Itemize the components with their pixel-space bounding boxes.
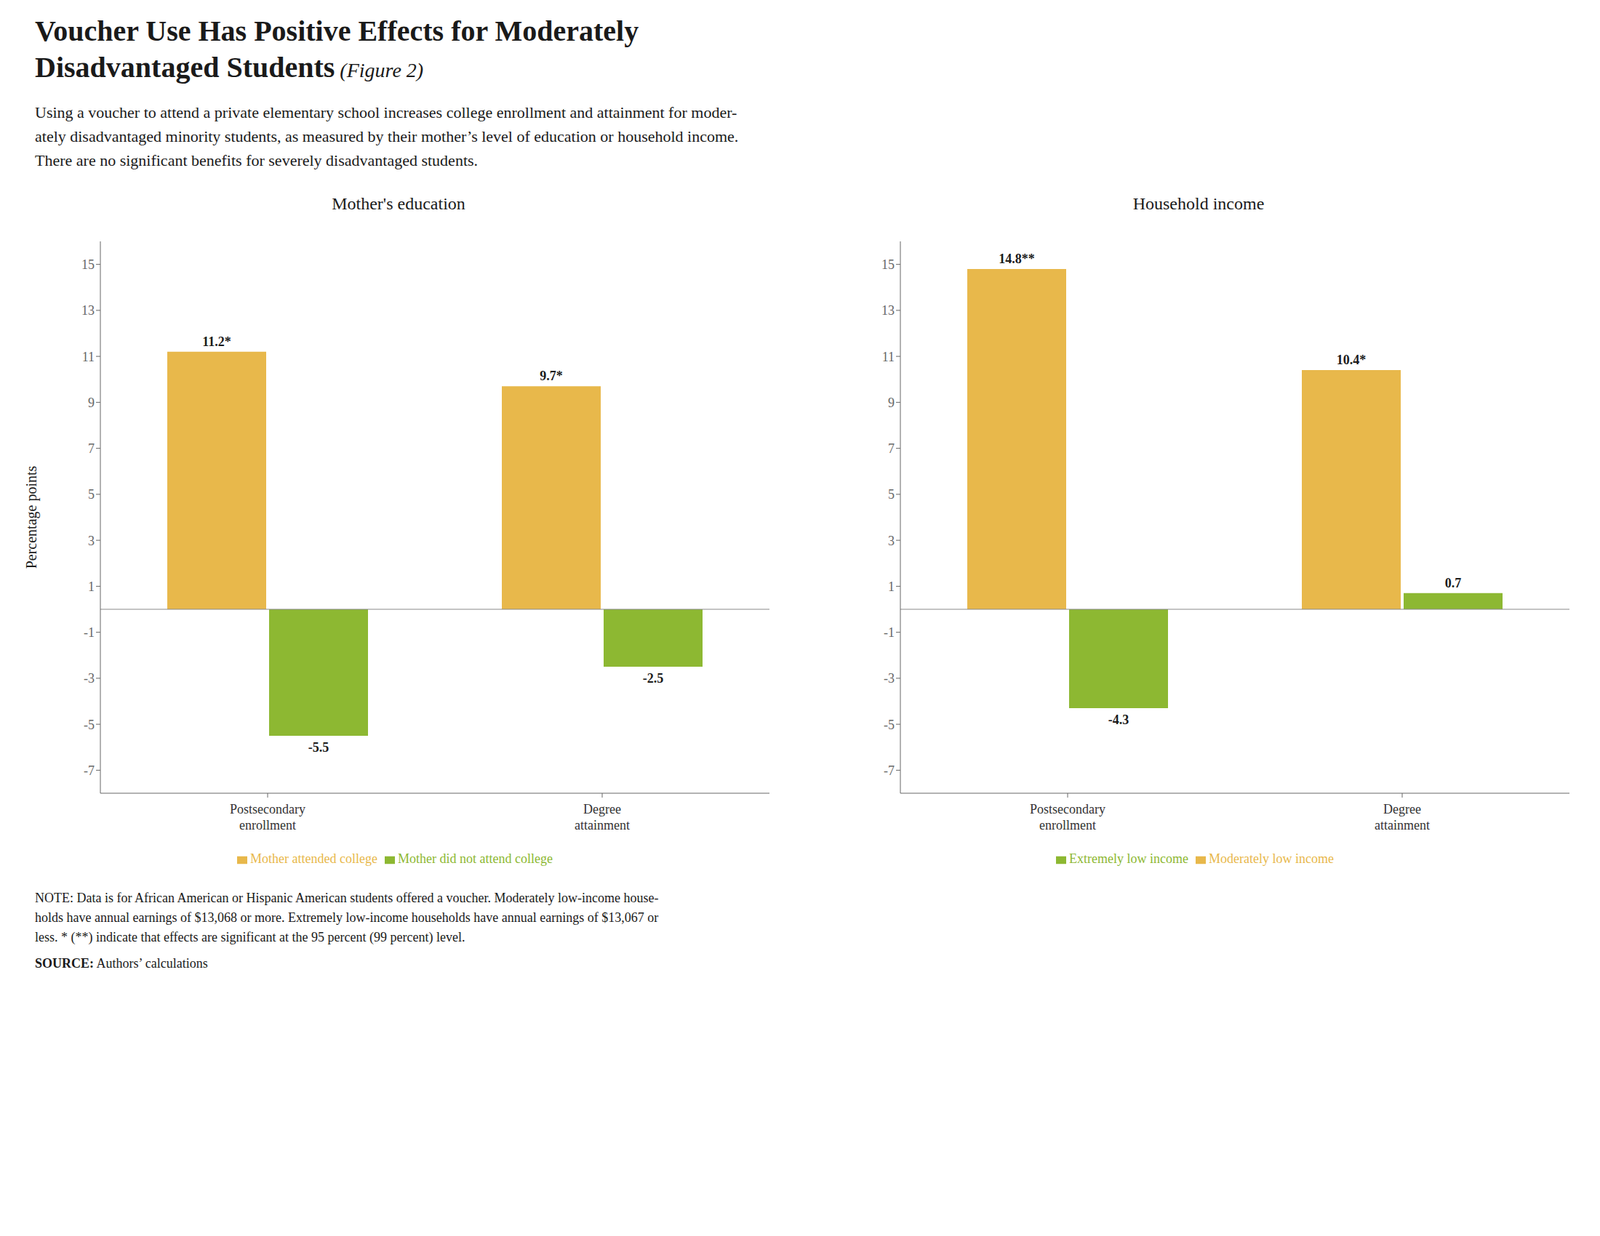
svg-text:10.4*: 10.4* (1336, 352, 1367, 368)
svg-text:11: 11 (82, 349, 95, 365)
svg-text:15: 15 (81, 257, 95, 272)
svg-text:7: 7 (88, 441, 95, 456)
svg-text:Degreeattainment: Degreeattainment (574, 802, 630, 833)
html-text:SOURCE: Authors’ calculations: SOURCE: Authors’ calculations (34, 956, 208, 971)
svg-text:Postsecondaryenrollment: Postsecondaryenrollment (1029, 802, 1106, 833)
svg-text:-4.3: -4.3 (1108, 712, 1130, 728)
svg-text:-3: -3 (83, 671, 95, 686)
svg-text:-2.5: -2.5 (642, 671, 664, 686)
svg-text:15: 15 (881, 257, 895, 272)
svg-text:Postsecondaryenrollment: Postsecondaryenrollment (229, 802, 306, 833)
svg-text:13: 13 (881, 303, 895, 318)
svg-text:-3: -3 (883, 671, 895, 686)
svg-text:9: 9 (88, 395, 95, 411)
svg-text:3: 3 (888, 533, 895, 549)
svg-text:3: 3 (88, 533, 95, 549)
svg-text:-1: -1 (83, 625, 95, 640)
html-text:Voucher Use Has Positive Effec: Voucher Use Has Positive Effects for Mod… (34, 14, 639, 84)
svg-text:Percentage points: Percentage points (23, 465, 40, 569)
html-text:Mother attended college: Mother attended college (250, 851, 378, 867)
html-text:NOTE: Data is for African Amer: NOTE: Data is for African American or Hi… (34, 890, 659, 945)
svg-text:-1: -1 (883, 625, 895, 640)
svg-text:11.2*: 11.2* (202, 334, 232, 350)
html-text:Moderately low income: Moderately low income (1208, 851, 1334, 867)
html-text:Extremely low income: Extremely low income (1069, 851, 1189, 867)
svg-text:Degreeattainment: Degreeattainment (1374, 802, 1430, 833)
svg-text:-5.5: -5.5 (308, 740, 330, 755)
html-text:Mother's education: Mother's education (331, 194, 466, 214)
svg-text:9: 9 (888, 395, 895, 411)
svg-text:7: 7 (888, 441, 895, 456)
svg-text:-5: -5 (83, 717, 95, 733)
html-text:Using a voucher to attend a pr: Using a voucher to attend a private elem… (34, 103, 739, 170)
svg-text:-7: -7 (883, 763, 895, 779)
svg-text:13: 13 (81, 303, 95, 318)
svg-text:5: 5 (888, 487, 895, 502)
svg-text:0.7: 0.7 (1445, 576, 1462, 591)
html-text:Household income: Household income (1132, 194, 1265, 214)
svg-text:9.7*: 9.7* (539, 368, 563, 384)
svg-text:5: 5 (88, 487, 95, 502)
svg-text:-7: -7 (83, 763, 95, 779)
svg-text:1: 1 (88, 579, 95, 595)
svg-text:14.8**: 14.8** (998, 251, 1035, 267)
svg-text:1: 1 (888, 579, 895, 595)
svg-text:11: 11 (882, 349, 895, 365)
svg-text:-5: -5 (883, 717, 895, 733)
html-text:Mother did not attend college: Mother did not attend college (397, 851, 553, 867)
